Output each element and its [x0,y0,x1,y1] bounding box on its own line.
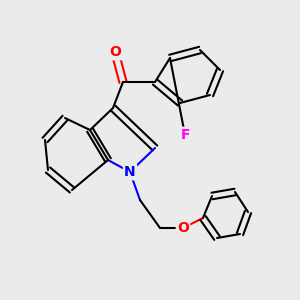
Text: O: O [177,221,189,235]
Text: N: N [124,165,136,179]
Text: F: F [180,128,190,142]
Text: O: O [109,45,121,59]
